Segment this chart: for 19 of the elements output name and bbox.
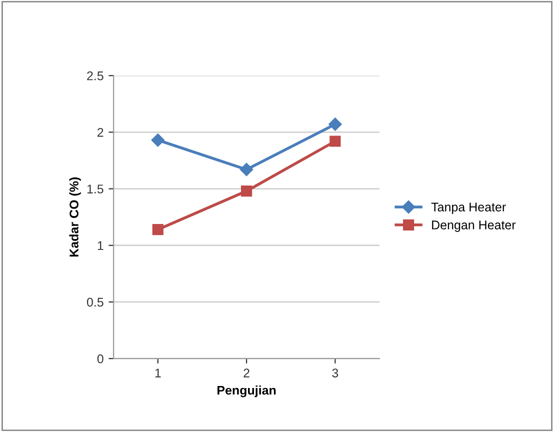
y-tick-label: 1	[98, 241, 104, 250]
y-axis-title: Kadar CO (%)	[69, 177, 81, 257]
x-tick-label: 2	[244, 368, 250, 378]
y-tick-label: 0.5	[86, 298, 104, 307]
point	[151, 134, 164, 147]
point	[240, 162, 254, 176]
y-tick-label: 2.5	[87, 71, 104, 80]
point	[328, 118, 342, 131]
legend-label: Dengan Heater	[432, 220, 516, 232]
x-axis-title: Pengujian	[218, 385, 276, 398]
y-tick-label: 1.5	[87, 184, 104, 194]
x-tick-label: 1	[155, 368, 161, 378]
point	[240, 185, 252, 197]
y-tick-label: 0	[97, 354, 104, 364]
y-tick-label: 2	[98, 128, 104, 137]
legend-label: Tanpa Heater	[431, 202, 506, 214]
point	[152, 224, 164, 236]
x-tick-label: 3	[332, 368, 338, 378]
point	[330, 136, 341, 147]
